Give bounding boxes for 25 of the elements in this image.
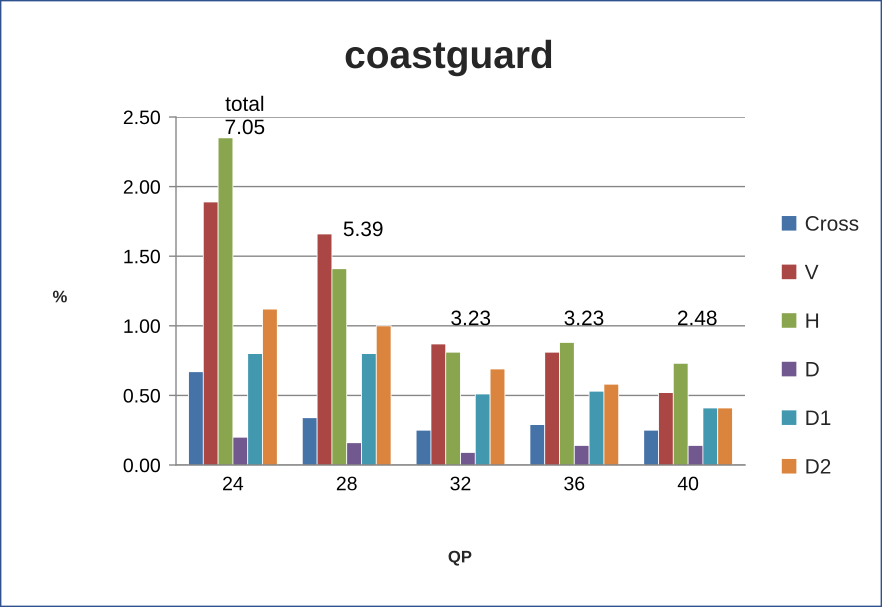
legend-label: Cross [806,216,858,231]
x-tick-label: 32 [450,476,470,490]
y-tick-label: 1.00 [124,319,160,334]
y-tick-label: 0.00 [124,458,160,472]
legend-label: H [806,313,818,328]
x-tick-label: 40 [678,476,698,490]
annotation: 2.48 [678,310,717,326]
x-axis-title: QP [448,550,472,566]
x-tick-label: 24 [223,476,244,490]
annotation: 3.23 [451,310,490,326]
legend-label: D [806,362,819,376]
legend-label: D1 [806,410,830,425]
legend-label: V [804,264,819,280]
y-tick-label: 2.00 [124,180,160,194]
legend-label: D2 [806,458,830,474]
annotation: 3.23 [564,310,604,326]
y-axis-title: % [52,290,67,302]
chart-title: coastguard [346,40,552,76]
x-tick-label: 36 [564,476,584,490]
annotation: total 7.05 [225,96,264,134]
annotation: 5.39 [344,221,382,236]
x-tick-label: 28 [336,476,357,490]
y-tick-label: 0.50 [124,388,160,403]
y-tick-label: 1.50 [124,250,160,264]
y-tick-label: 2.50 [124,110,160,124]
